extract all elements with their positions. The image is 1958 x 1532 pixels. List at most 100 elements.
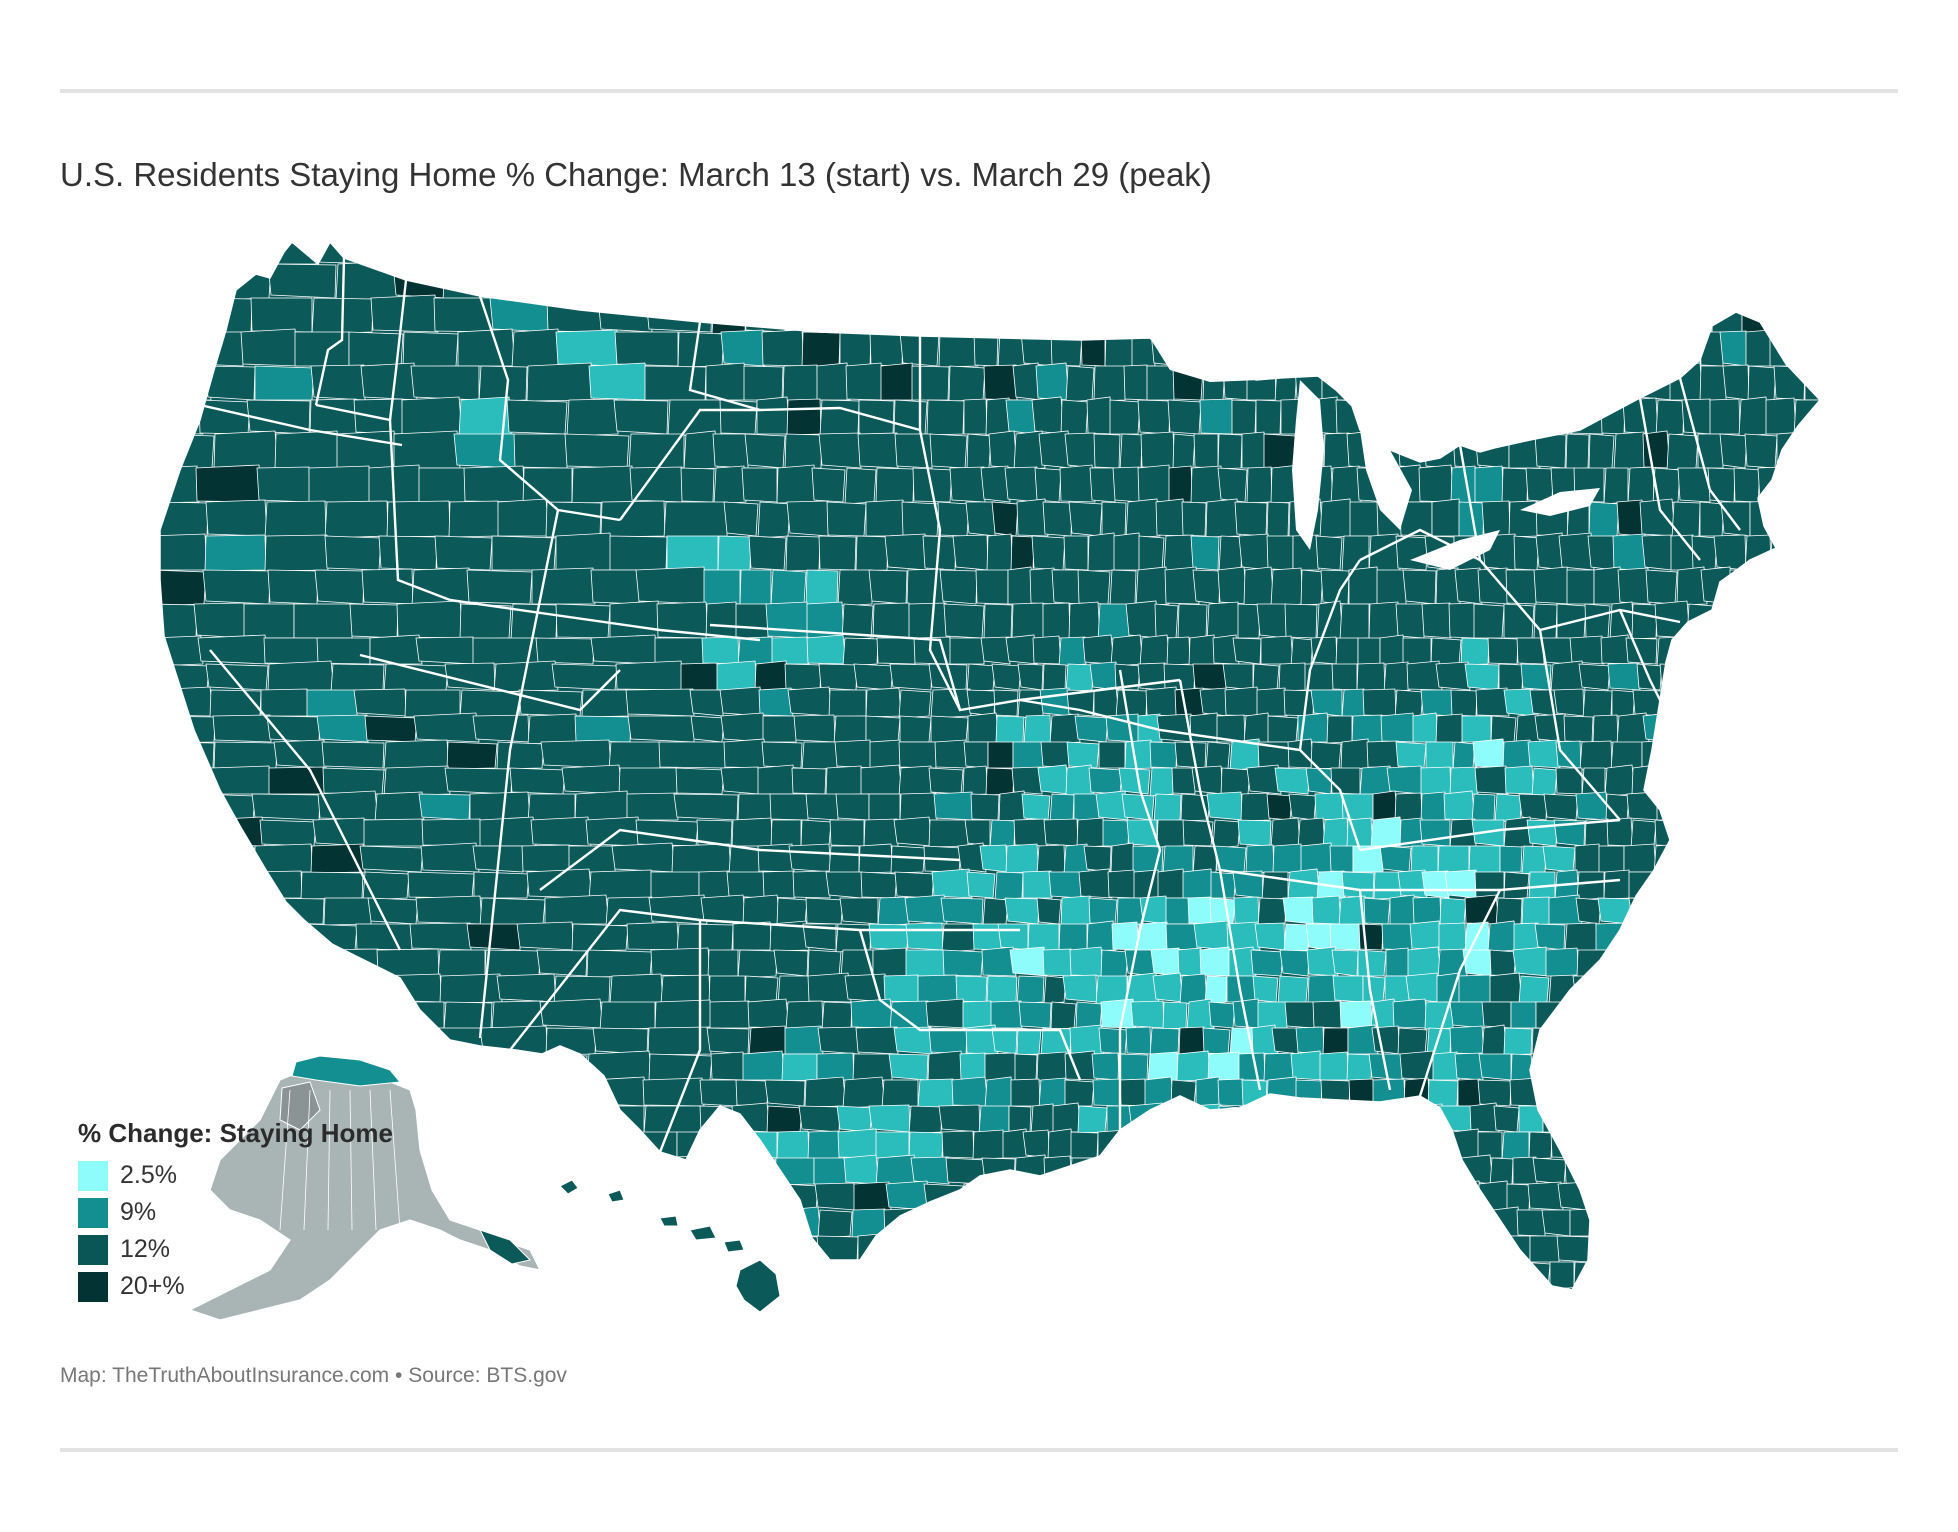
- county-tile: [983, 603, 1013, 640]
- county-tile: [816, 1235, 859, 1263]
- county-tile: [770, 819, 802, 848]
- county-tile: [1098, 741, 1126, 769]
- county-tile: [1641, 739, 1674, 769]
- county-tile: [1341, 871, 1375, 899]
- county-tile: [756, 396, 791, 435]
- county-tile: [1266, 501, 1290, 538]
- state-border: [478, 509, 560, 1039]
- county-tile: [1698, 715, 1723, 743]
- county-tile: [268, 766, 326, 795]
- county-tile: [984, 1076, 1015, 1109]
- county-tile: [1734, 1025, 1769, 1055]
- county-tile: [1277, 975, 1309, 1005]
- county-tile: [1719, 330, 1748, 367]
- county-tile: [253, 1025, 314, 1056]
- county-tile: [1200, 1206, 1236, 1238]
- county-tile: [592, 1105, 645, 1133]
- county-tile: [798, 1105, 841, 1133]
- county-tile: [1812, 845, 1820, 874]
- county-tile: [1387, 1157, 1413, 1185]
- county-tile: [160, 260, 213, 299]
- county-tile: [1199, 687, 1229, 717]
- county-tile: [936, 1287, 970, 1290]
- county-tile: [1104, 330, 1134, 368]
- county-tile: [997, 330, 1026, 369]
- county-tile: [1431, 1209, 1464, 1237]
- county-tile: [322, 767, 385, 795]
- county-tile: [1665, 1105, 1697, 1135]
- county-tile: [844, 467, 877, 505]
- county-tile: [1741, 1209, 1776, 1237]
- county-tile: [975, 569, 1009, 605]
- county-tile: [1478, 1053, 1512, 1081]
- county-tile: [877, 896, 910, 927]
- county-tile: [1494, 793, 1523, 823]
- county-tile: [1208, 1001, 1236, 1029]
- county-tile: [1363, 242, 1388, 267]
- county-tile: [1442, 396, 1473, 436]
- county-tile: [1102, 819, 1130, 847]
- county-tile: [1439, 897, 1467, 926]
- county-tile: [1135, 1261, 1167, 1290]
- county-tile: [1293, 1233, 1327, 1263]
- county-tile: [1545, 947, 1580, 977]
- county-tile: [1565, 433, 1590, 470]
- county-tile: [1589, 1155, 1617, 1185]
- county-tile: [1661, 689, 1687, 717]
- county-tile: [1329, 923, 1361, 951]
- county-tile: [1379, 845, 1412, 873]
- county-tile: [1209, 897, 1236, 925]
- county-tile: [710, 1051, 746, 1081]
- county-tile: [980, 636, 1011, 665]
- state-border: [1538, 629, 1621, 821]
- county-tile: [816, 1052, 855, 1081]
- county-tile: [1093, 365, 1126, 402]
- county-tile: [717, 535, 752, 572]
- county-tile: [1163, 534, 1195, 573]
- county-tile: [737, 949, 778, 979]
- county-tile: [1022, 870, 1053, 899]
- county-tile: [1781, 845, 1814, 873]
- county-tile: [1193, 433, 1219, 469]
- county-tile: [1283, 689, 1315, 717]
- county-tile: [743, 365, 784, 401]
- county-tile: [1597, 897, 1633, 925]
- county-tile: [437, 949, 486, 979]
- county-tile: [628, 433, 685, 471]
- county-tile: [1156, 296, 1187, 333]
- county-tile: [794, 242, 839, 265]
- county-tile: [196, 297, 253, 334]
- county-tile: [407, 871, 475, 899]
- county-tile: [1825, 713, 1852, 742]
- county-tile: [1838, 1130, 1865, 1159]
- county-tile: [1830, 663, 1859, 691]
- county-tile: [254, 365, 315, 401]
- county-tile: [1639, 1105, 1667, 1133]
- county-tile: [1458, 974, 1492, 1003]
- county-tile: [421, 818, 482, 847]
- county-tile: [1239, 1103, 1273, 1133]
- county-tile: [987, 1209, 1015, 1237]
- county-tile: [1162, 1258, 1194, 1289]
- county-tile: [1358, 1287, 1382, 1290]
- county-tile: [363, 818, 425, 847]
- county-tile: [310, 843, 366, 874]
- county-tile: [1613, 1154, 1643, 1187]
- county-tile: [1167, 399, 1202, 435]
- county-tile: [868, 923, 909, 951]
- county-tile: [1310, 689, 1343, 717]
- county-tile: [1733, 662, 1762, 693]
- county-tile: [1481, 1024, 1508, 1057]
- county-tile: [466, 1183, 522, 1211]
- county-tile: [1043, 818, 1079, 847]
- county-tile: [1137, 464, 1173, 503]
- county-tile: [1727, 1053, 1760, 1081]
- county-tile: [761, 329, 805, 367]
- county-tile: [893, 399, 928, 436]
- county-tile: [1534, 363, 1563, 401]
- county-tile: [899, 715, 932, 743]
- county-tile: [762, 715, 797, 743]
- county-tile: [202, 816, 266, 847]
- county-tile: [509, 767, 566, 795]
- county-tile: [967, 712, 1000, 743]
